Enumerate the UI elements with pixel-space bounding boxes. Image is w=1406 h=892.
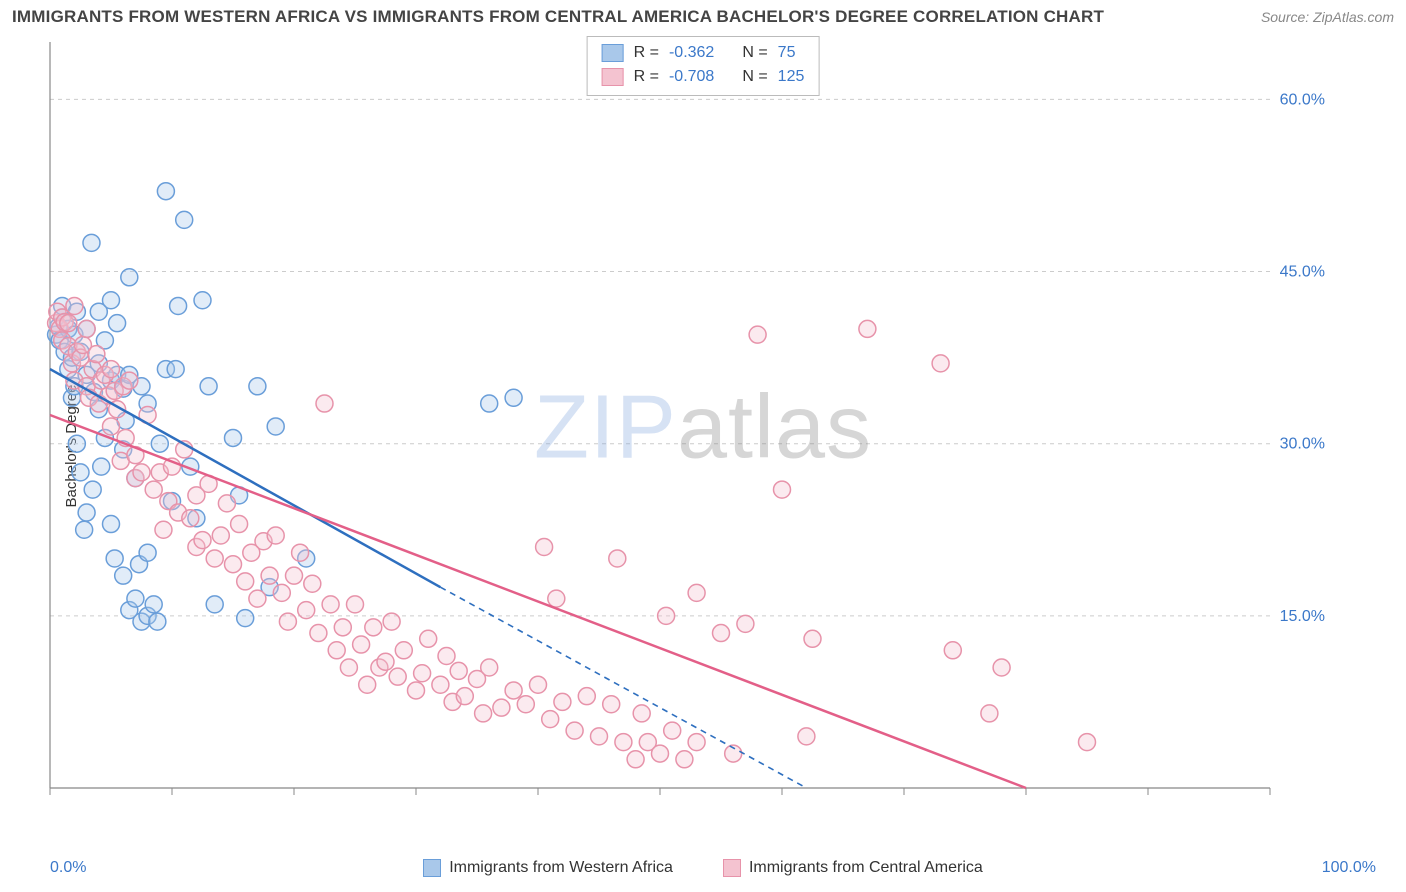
source-label: Source:	[1261, 9, 1309, 25]
correlation-legend: R = -0.362 N = 75 R = -0.708 N = 125	[587, 36, 820, 96]
plot-area: 15.0% 30.0% 45.0% 60.0%	[42, 34, 1342, 834]
r-label: R =	[634, 65, 659, 89]
source-value: ZipAtlas.com	[1313, 9, 1394, 25]
legend-label-western-africa: Immigrants from Western Africa	[449, 859, 673, 877]
swatch-western-africa	[602, 44, 624, 62]
r-label: R =	[634, 41, 659, 65]
legend-label-central-america: Immigrants from Central America	[749, 859, 983, 877]
n-value-western-africa: 75	[778, 41, 796, 65]
legend-row-central-america: R = -0.708 N = 125	[602, 65, 805, 89]
legend-row-western-africa: R = -0.362 N = 75	[602, 41, 805, 65]
source-text: Source: ZipAtlas.com	[1261, 9, 1394, 25]
n-label: N =	[742, 41, 767, 65]
x-axis-min-label: 0.0%	[50, 859, 86, 877]
svg-text:45.0%: 45.0%	[1280, 264, 1325, 281]
svg-text:60.0%: 60.0%	[1280, 91, 1325, 108]
legend-item-western-africa: Immigrants from Western Africa	[423, 859, 673, 877]
r-value-western-africa: -0.362	[669, 41, 714, 65]
chart-title: IMMIGRANTS FROM WESTERN AFRICA VS IMMIGR…	[12, 7, 1104, 27]
title-bar: IMMIGRANTS FROM WESTERN AFRICA VS IMMIGR…	[0, 0, 1406, 34]
x-axis-max-label: 100.0%	[1322, 859, 1376, 877]
swatch-western-africa	[423, 859, 441, 877]
swatch-central-america	[723, 859, 741, 877]
swatch-central-america	[602, 68, 624, 86]
legend-item-central-america: Immigrants from Central America	[723, 859, 983, 877]
svg-text:15.0%: 15.0%	[1280, 608, 1325, 625]
r-value-central-america: -0.708	[669, 65, 714, 89]
n-label: N =	[742, 65, 767, 89]
svg-text:30.0%: 30.0%	[1280, 436, 1325, 453]
n-value-central-america: 125	[778, 65, 805, 89]
bottom-legend: 0.0% Immigrants from Western Africa Immi…	[0, 848, 1406, 888]
scatter-chart-svg: 15.0% 30.0% 45.0% 60.0%	[42, 34, 1342, 834]
